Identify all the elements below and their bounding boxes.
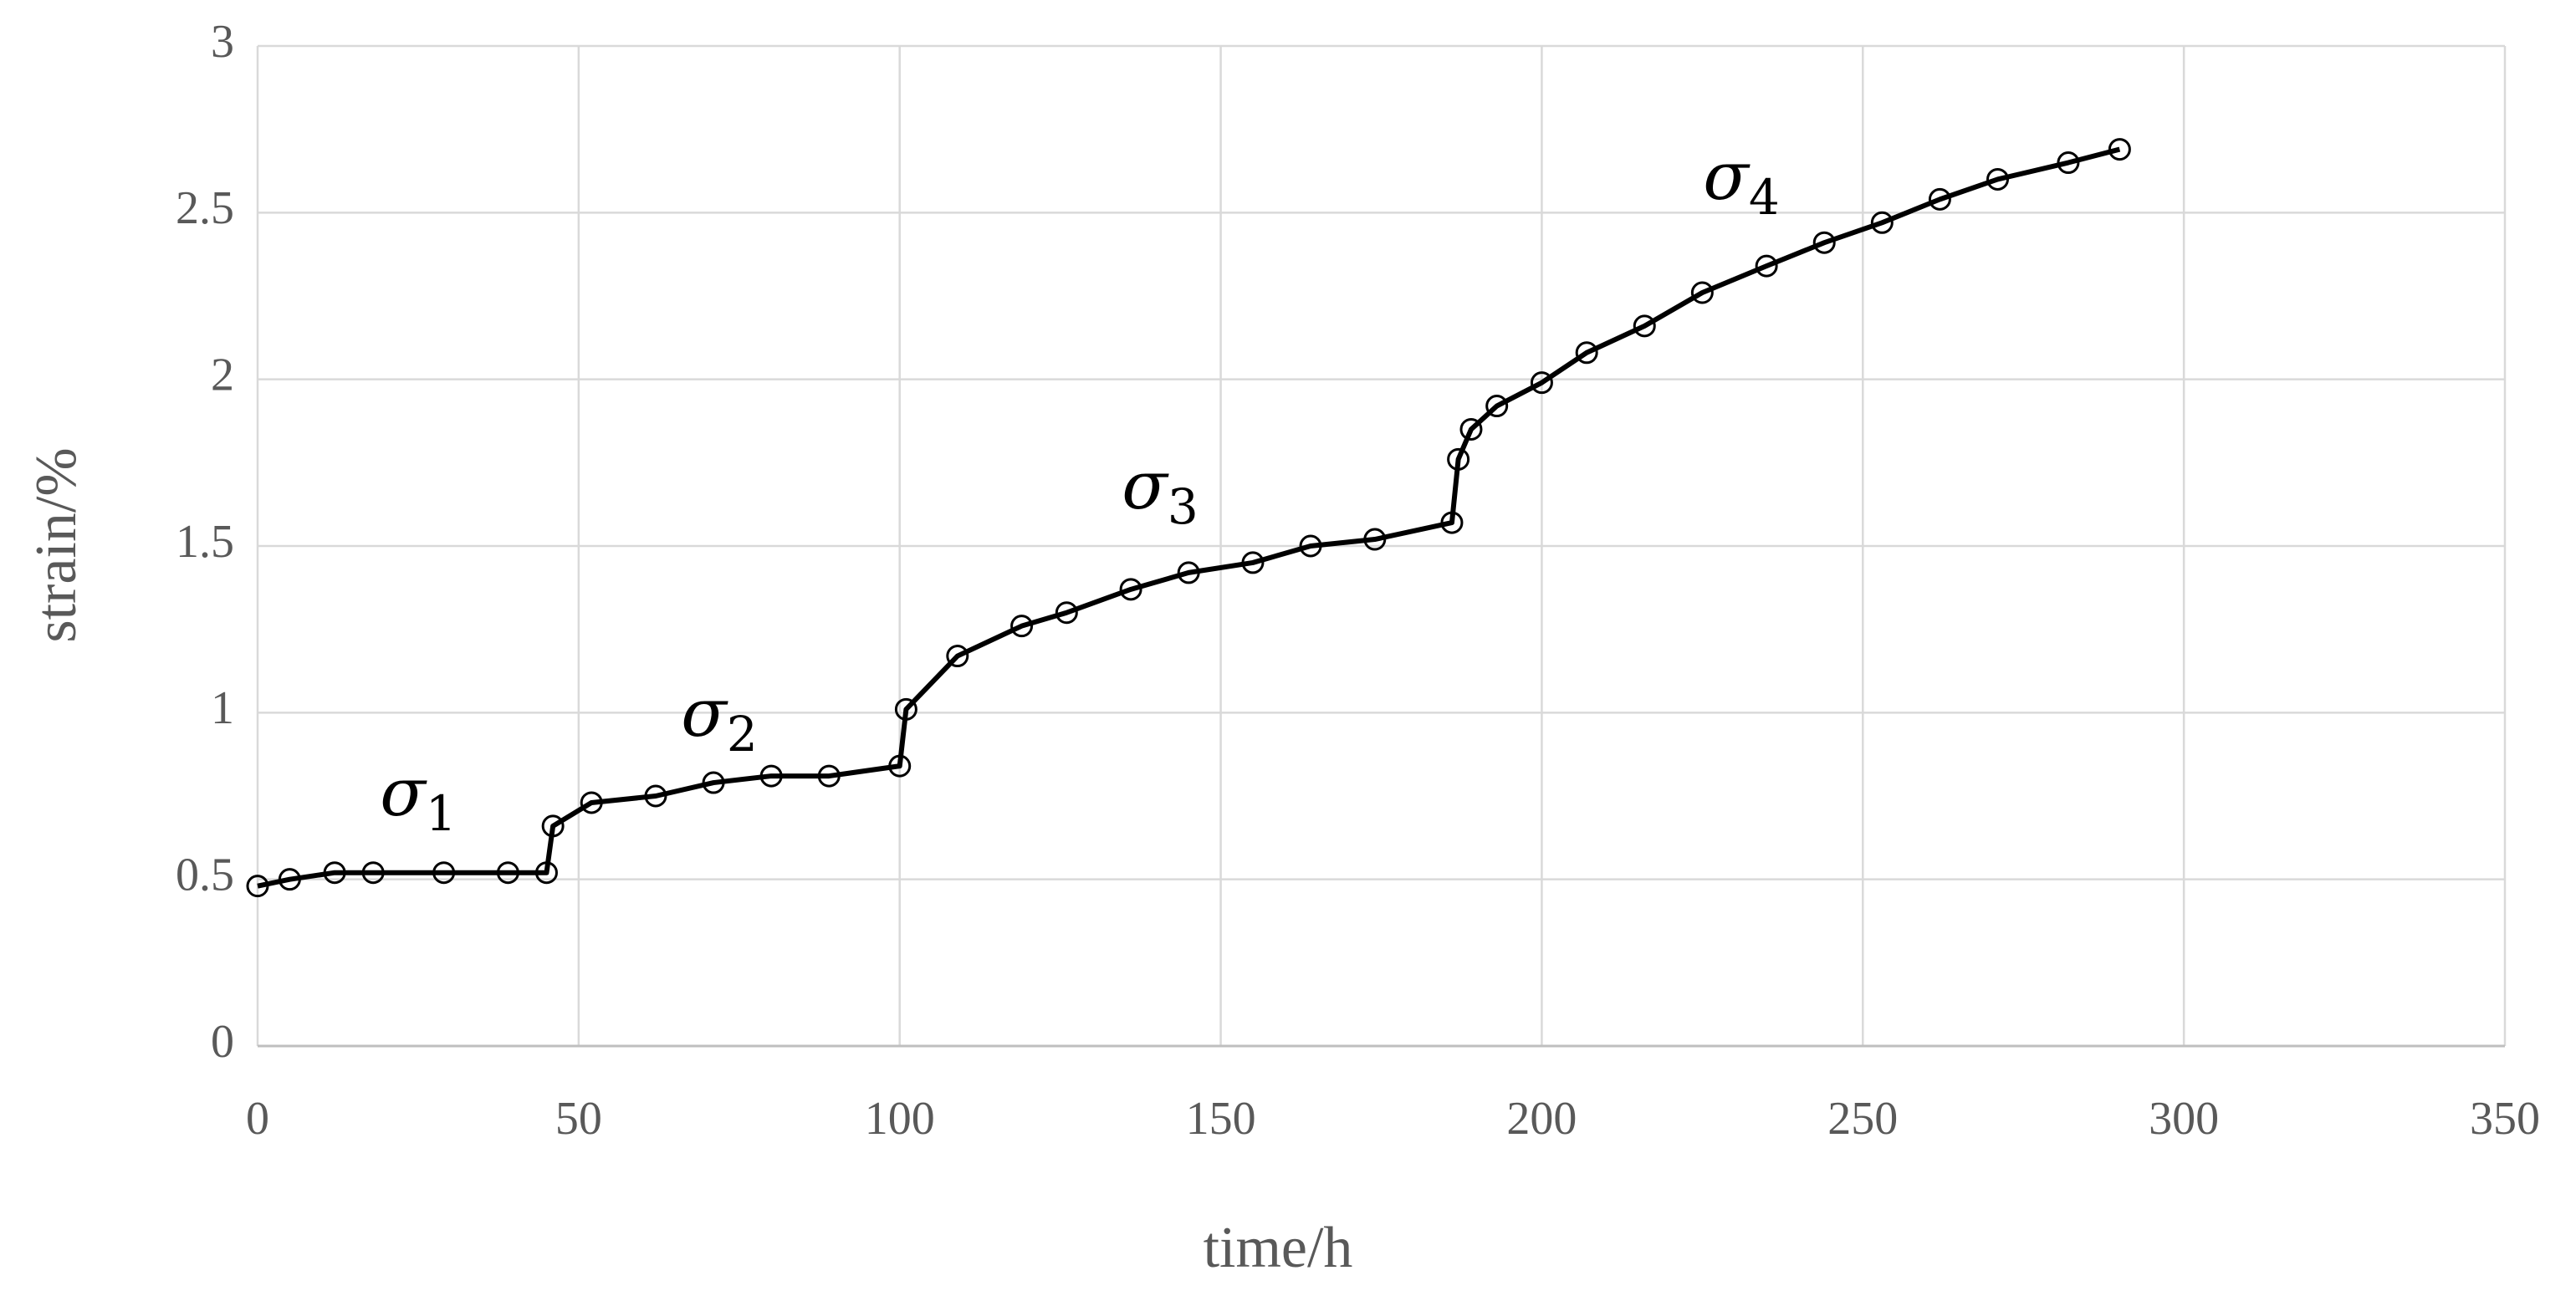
data-point	[1755, 254, 1778, 278]
y-tick-label: 2	[211, 350, 234, 401]
data-point	[2057, 151, 2080, 175]
data-point	[1459, 417, 1483, 441]
data-point	[1055, 601, 1078, 625]
data-line	[257, 146, 2121, 889]
y-tick-label: 1.5	[176, 516, 234, 568]
annotation-subscript: 2	[727, 706, 758, 763]
data-point	[541, 814, 565, 838]
data-point	[759, 764, 783, 788]
annotation-symbol: σ	[380, 753, 427, 831]
x-tick-label: 50	[555, 1093, 602, 1145]
annotation-subscript: 1	[426, 785, 457, 842]
data-point	[1010, 615, 1034, 638]
annotation-symbol: σ	[1703, 137, 1751, 215]
data-point	[644, 784, 667, 808]
data-point	[1241, 551, 1265, 574]
data-point	[946, 645, 969, 668]
annotation-subscript: 4	[1749, 169, 1780, 226]
y-tick-label: 1	[211, 682, 234, 734]
x-tick-label: 350	[2470, 1093, 2540, 1145]
x-tick-label: 250	[1827, 1093, 1898, 1145]
data-point	[2108, 138, 2131, 161]
x-tick-label: 150	[1186, 1093, 1256, 1145]
data-point	[1690, 281, 1714, 304]
x-axis-title: time/h	[1204, 1216, 1353, 1280]
data-point	[361, 861, 385, 885]
data-point	[1575, 341, 1598, 365]
annotation: σ1	[380, 753, 457, 842]
annotation-subscript: 3	[1168, 478, 1199, 535]
data-point	[888, 754, 912, 778]
data-point	[817, 764, 841, 788]
x-tick-label: 0	[246, 1093, 269, 1145]
data-point	[1485, 395, 1509, 418]
x-tick-label: 300	[2149, 1093, 2219, 1145]
data-point	[1119, 578, 1142, 601]
data-point	[580, 791, 603, 814]
y-tick-label: 0	[211, 1016, 234, 1068]
data-point	[278, 868, 301, 891]
x-tick-label: 200	[1506, 1093, 1577, 1145]
x-tick-label: 100	[865, 1093, 935, 1145]
annotation: σ3	[1122, 446, 1199, 535]
data-point	[246, 875, 269, 898]
annotation: σ2	[681, 674, 758, 763]
data-point	[534, 861, 558, 885]
data-point	[1530, 371, 1553, 395]
annotation: σ4	[1703, 137, 1780, 226]
data-point	[1986, 167, 2010, 191]
data-point	[1447, 447, 1470, 471]
data-point	[1363, 528, 1387, 551]
data-point	[1299, 534, 1322, 558]
data-point	[1177, 561, 1200, 584]
data-point	[1928, 187, 1951, 211]
y-tick-label: 2.5	[176, 182, 234, 234]
data-point	[1870, 211, 1894, 234]
y-tick-label: 0.5	[176, 850, 234, 901]
data-point	[1812, 231, 1836, 254]
annotation-symbol: σ	[1122, 446, 1169, 524]
data-point	[496, 861, 519, 885]
data-point	[894, 697, 917, 721]
data-point	[432, 861, 456, 885]
data-point	[702, 771, 725, 794]
data-point	[1633, 314, 1656, 338]
y-tick-label: 3	[211, 16, 234, 68]
data-point	[1440, 511, 1464, 534]
data-point	[323, 861, 346, 885]
y-axis-title: strain/%	[24, 447, 89, 642]
annotation-symbol: σ	[681, 674, 728, 752]
